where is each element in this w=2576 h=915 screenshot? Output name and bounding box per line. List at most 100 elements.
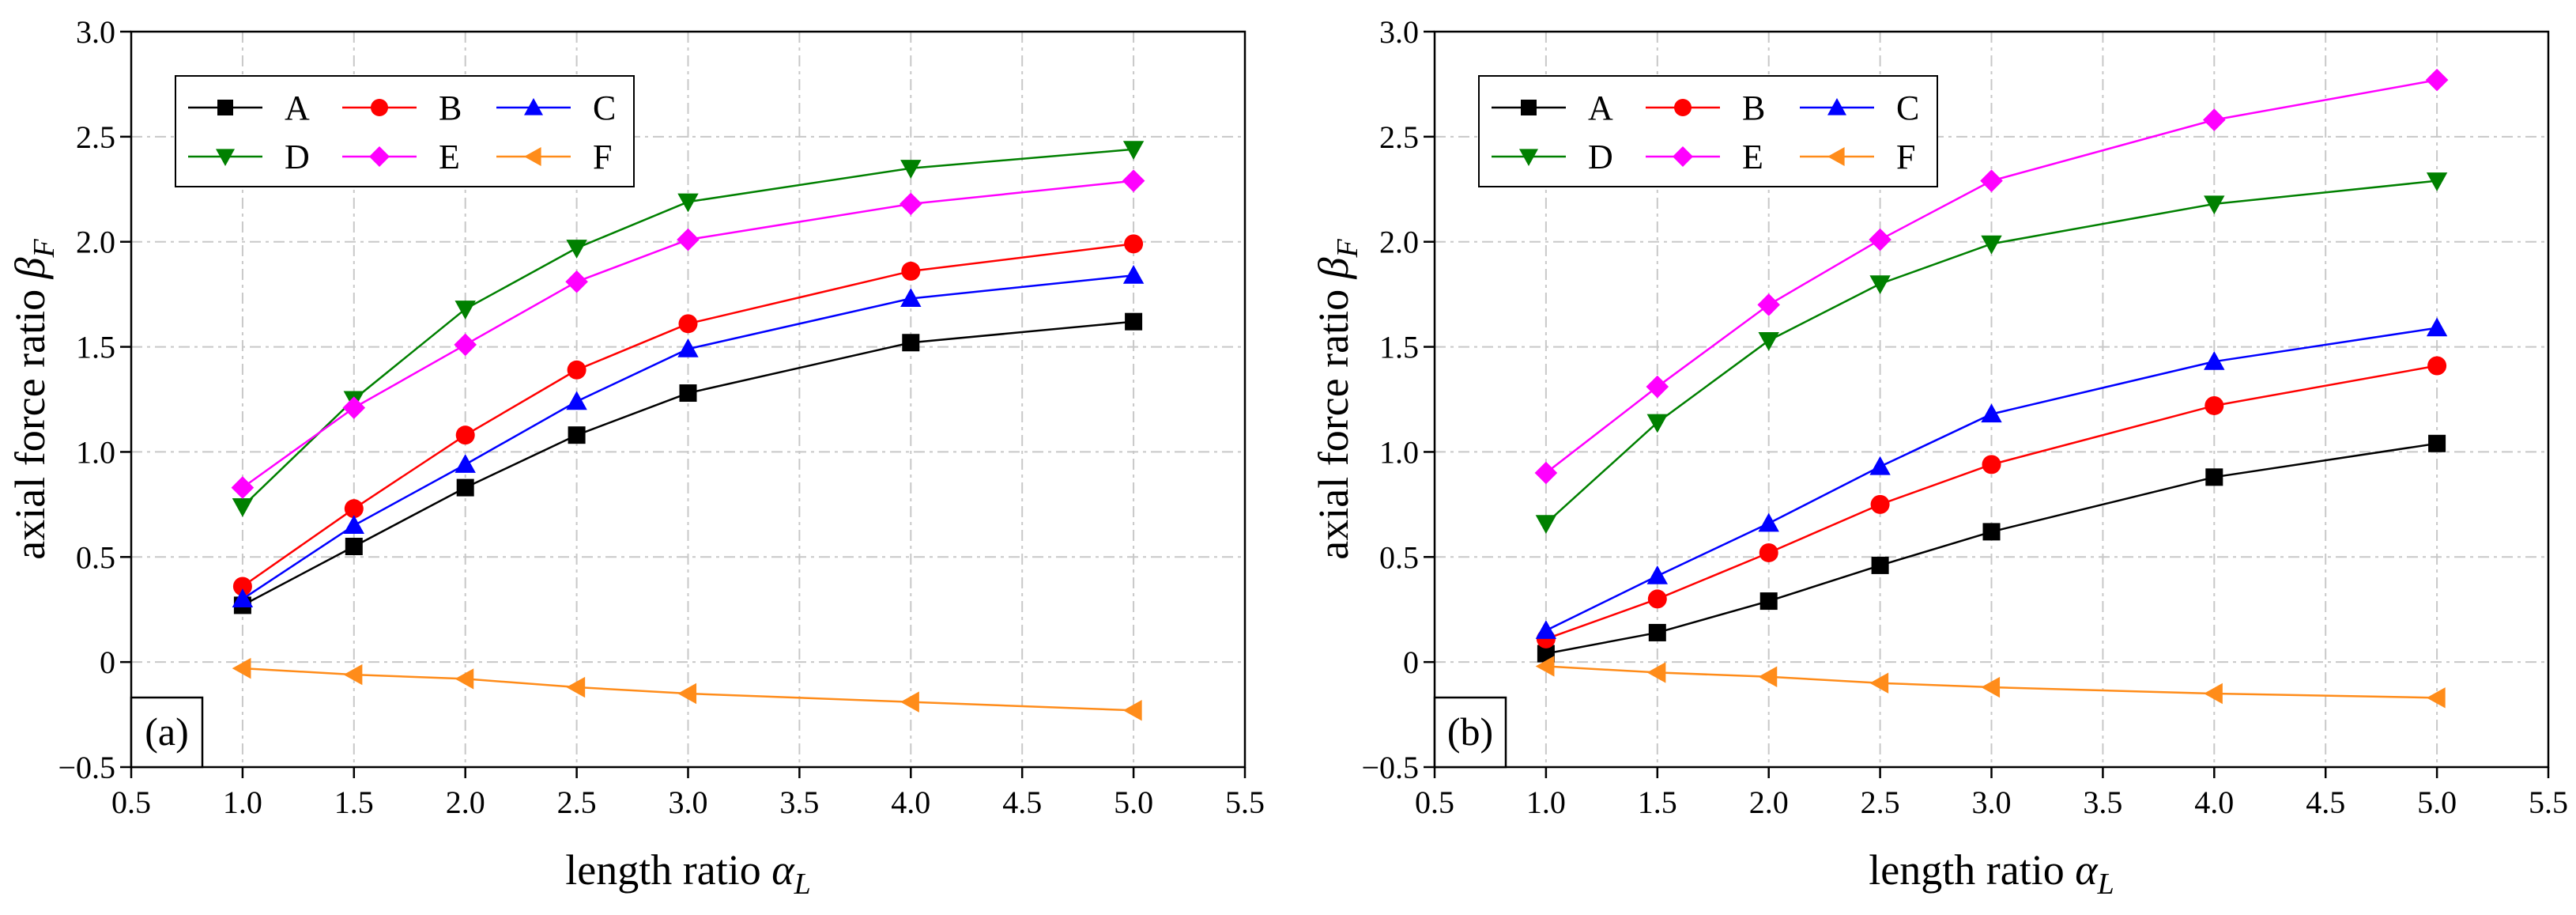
legend-box [175,75,635,187]
data-point-D [2204,195,2225,215]
legend-label-B: B [1742,89,1765,127]
series-C [1535,317,2448,639]
data-point-E [677,228,700,251]
legend-label-A: A [285,89,310,127]
legend-label-B: B [439,89,462,127]
y-tick-label: 1.5 [76,330,115,365]
data-point-C [1646,565,1668,584]
data-point-E [342,396,366,419]
data-point-D [2426,172,2448,191]
data-point-E [454,333,477,357]
legend-label-A: A [1588,89,1613,127]
legend-marker-A [217,100,233,115]
data-point-B [344,499,364,519]
data-point-B [1124,234,1144,254]
data-point-E [1980,169,2003,192]
data-point-D [1981,235,2002,255]
data-point-E [1869,228,1891,251]
data-point-A [1537,645,1555,663]
series-A [1537,434,2446,663]
x-tick-label: 4.0 [891,785,930,820]
data-point-F [1758,666,1778,687]
x-tick-label: 2.0 [1749,785,1789,820]
y-tick-label: 1.0 [76,434,115,470]
series-C [232,265,1145,607]
data-point-C [566,391,587,410]
data-point-B [2204,395,2224,415]
data-point-E [565,270,588,293]
x-tick-label: 4.5 [1002,785,1042,820]
data-point-E [231,476,255,499]
y-axis-label-symbol: β [6,257,54,279]
legend-label-D: D [1588,138,1613,176]
legend: A B C D E F [175,75,635,187]
panel-label-box [1433,696,1507,769]
x-tick-label: 1.0 [1526,785,1566,820]
series-F [232,657,1142,721]
data-point-F [566,676,586,698]
y-tick-label: −0.5 [58,750,115,785]
legend-label-E: E [439,138,460,176]
legend-marker-C [1827,98,1846,115]
data-point-E [2425,68,2449,92]
legend-label-C: C [1896,89,1919,127]
x-tick-label: 3.5 [779,785,819,820]
data-point-C [2426,317,2448,337]
y-tick-label: 0 [1403,645,1419,680]
data-point-F [1122,700,1142,721]
panel-label-text: (b) [1447,709,1493,754]
x-tick-label: 5.0 [1114,785,1153,820]
y-axis-label: axial force ratio βF [6,239,61,560]
legend-marker-E [1673,146,1693,167]
y-axis-label-text: axial force ratio [1310,278,1357,559]
series-E [1534,68,2449,485]
x-tick-label: 2.5 [1861,785,1900,820]
y-axis-label-subscript: F [28,239,61,259]
data-point-B [1870,494,1890,514]
data-point-F [900,691,919,713]
legend-marker-B [371,99,388,116]
data-point-F [677,682,697,705]
data-point-F [1869,672,1889,694]
data-point-C [1981,403,2002,423]
legend-label-F: F [593,138,612,176]
legend-label-C: C [593,89,616,127]
data-point-F [2426,687,2446,709]
y-tick-label: 1.0 [1379,434,1419,470]
data-point-D [677,193,699,213]
y-tick-label: 0 [100,645,115,680]
data-point-D [454,301,476,319]
y-axis-label: axial force ratio βF [1310,239,1364,560]
data-point-E [900,192,922,216]
y-tick-label: −0.5 [1361,750,1419,785]
legend-label-D: D [285,138,310,176]
data-point-D [1646,414,1668,433]
data-point-A [2428,434,2446,452]
series-B [232,234,1144,596]
panel-label-text: (a) [145,709,189,754]
legend-marker-C [524,98,543,115]
data-point-A [1871,556,1889,574]
data-point-D [1535,515,1557,534]
panel-label: (b) [1433,696,1507,769]
x-axis-label-subscript: L [794,868,811,901]
data-point-C [677,338,699,357]
y-tick-label: 0.5 [76,539,115,575]
x-axis-label-symbol: α [2075,846,2099,894]
data-point-A [902,334,920,352]
data-point-A [568,426,586,444]
data-point-A [679,384,697,403]
data-point-D [900,160,922,179]
data-point-A [456,478,474,497]
data-point-C [1758,512,1779,532]
x-axis-label-symbol: α [771,846,795,894]
y-tick-label: 2.0 [76,225,115,260]
data-point-C [2204,350,2225,370]
y-tick-label: 3.0 [76,14,115,50]
data-point-B [232,577,252,596]
data-point-C [1535,620,1557,639]
data-point-C [1122,265,1145,284]
y-tick-label: 1.5 [1379,330,1419,365]
y-tick-label: 2.5 [76,119,115,155]
data-point-E [1534,461,1558,485]
